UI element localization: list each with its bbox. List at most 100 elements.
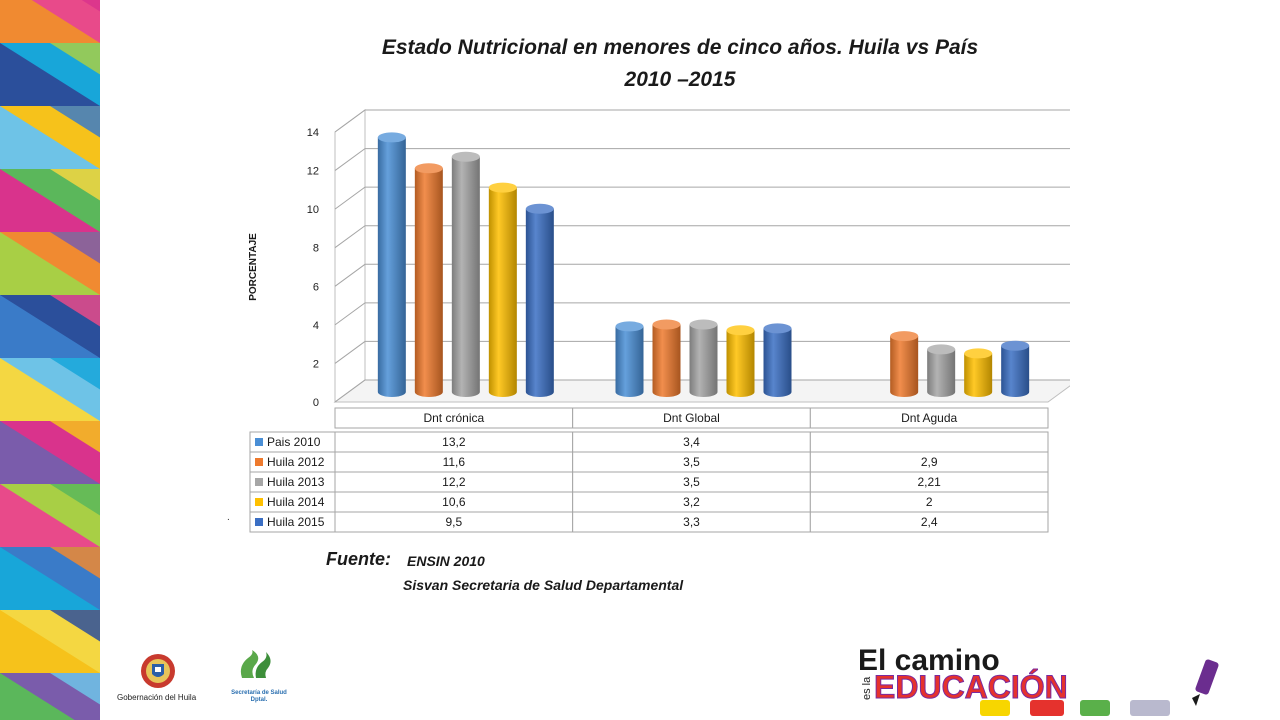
y-tick-label: 6 — [313, 281, 319, 293]
y-tick-label: 2 — [313, 358, 319, 370]
data-label: 3,5 — [683, 475, 700, 489]
legend-swatch — [255, 438, 263, 446]
category-label: Dnt crónica — [423, 411, 484, 425]
bar-top — [615, 321, 644, 332]
bar-body — [763, 328, 792, 397]
legend-entry: Huila 2015 — [267, 515, 325, 529]
data-label: 2,9 — [921, 455, 938, 469]
bar-body — [689, 324, 718, 397]
bar — [615, 321, 644, 397]
y-axis-label: PORCENTAJE — [248, 233, 259, 301]
side-wall — [334, 109, 366, 403]
gridline — [334, 379, 1070, 403]
bar — [1001, 340, 1030, 397]
bar-top — [414, 163, 443, 174]
stray-mark: . — [227, 512, 230, 523]
strip-triangle — [0, 547, 100, 610]
bar — [451, 151, 480, 397]
bar-body — [615, 326, 644, 397]
gridline — [334, 225, 1070, 249]
strip-triangle — [0, 169, 100, 232]
bar-body — [890, 336, 919, 397]
y-tick-label: 0 — [313, 397, 319, 409]
bar-top — [525, 203, 554, 214]
bar-top — [763, 323, 792, 334]
legend-swatch — [255, 518, 263, 526]
bar — [927, 344, 956, 397]
bar-top — [964, 348, 993, 359]
data-label: 11,6 — [443, 455, 466, 469]
data-label: 2,4 — [921, 515, 938, 529]
category-label: Dnt Aguda — [901, 411, 957, 425]
bar-body — [414, 168, 443, 397]
bar-top — [890, 331, 919, 342]
el-camino-educacion-logo: El camino es la EDUCACIÓN — [858, 644, 1219, 716]
gobernacion-crest-icon — [141, 654, 175, 688]
data-label: 10,6 — [442, 495, 466, 509]
strip-triangle — [50, 547, 100, 579]
bar — [763, 323, 792, 397]
category-label: Dnt Global — [663, 411, 720, 425]
bar — [377, 132, 406, 397]
gobernacion-logo-text: Gobernación del Huila — [117, 693, 197, 702]
table-cell — [809, 511, 1049, 533]
bar-body — [927, 349, 956, 397]
bar-top — [689, 319, 718, 330]
bar — [726, 325, 755, 397]
bar-body — [451, 156, 480, 397]
strip-triangle — [50, 484, 100, 516]
strip-triangle — [81, 0, 100, 12]
data-label: 9,5 — [445, 515, 462, 529]
bar-body — [964, 353, 993, 397]
bar — [689, 319, 718, 397]
bar-top — [377, 132, 406, 143]
source-line-1: ENSIN 2010 — [407, 553, 485, 569]
strip-triangle — [50, 169, 100, 201]
bar-top — [488, 182, 517, 193]
y-tick-label: 12 — [307, 166, 319, 178]
gridline — [334, 302, 1070, 326]
bar — [652, 319, 681, 397]
chart-title-line-1: Estado Nutricional en menores de cinco a… — [381, 36, 979, 59]
data-label: 13,2 — [442, 435, 466, 449]
bar-top — [726, 325, 755, 336]
data-label: 3,3 — [683, 515, 700, 529]
chart-title-line-2: 2010 –2015 — [624, 68, 736, 91]
strip-triangle — [0, 295, 100, 358]
strip-triangle — [0, 43, 100, 106]
source-label: Fuente: — [326, 549, 391, 569]
source-line-2: Sisvan Secretaria de Salud Departamental — [403, 577, 684, 593]
strip-triangle — [50, 421, 100, 453]
strip-triangle — [50, 673, 100, 705]
bar-body — [377, 137, 406, 397]
strip-triangle — [50, 610, 100, 642]
strip-triangle — [0, 232, 100, 295]
gridline — [334, 263, 1070, 287]
bar — [488, 182, 517, 397]
gridline — [334, 109, 1070, 133]
data-label: 3,2 — [683, 495, 700, 509]
strip-triangle — [0, 358, 100, 421]
bar-body — [652, 324, 681, 397]
legend-entry: Huila 2014 — [267, 495, 325, 509]
bar-top — [451, 151, 480, 162]
pencil-icon — [1192, 659, 1219, 706]
bar — [890, 331, 919, 397]
secretaria-salud-logo-icon — [240, 650, 271, 678]
brand-color-badges — [980, 700, 1170, 716]
brand-line-2: EDUCACIÓN — [874, 669, 1068, 705]
legend-swatch — [255, 458, 263, 466]
gridline — [334, 186, 1070, 210]
data-label: 12,2 — [442, 475, 466, 489]
strip-triangle — [50, 295, 100, 327]
y-tick-label: 8 — [313, 243, 319, 255]
bar-top — [1001, 340, 1030, 351]
legend-swatch — [255, 498, 263, 506]
strip-triangle — [50, 358, 100, 390]
strip-triangle — [0, 610, 100, 673]
bar-chart-3d: 0 2 4 6 8 10 12 14 PORCENTAJE Dnt crónica Dnt Glob… — [248, 109, 1070, 533]
legend-entry: Huila 2012 — [267, 455, 325, 469]
brand-prefix: es la — [861, 676, 873, 700]
bar-top — [927, 344, 956, 355]
table-cell — [809, 431, 1049, 453]
